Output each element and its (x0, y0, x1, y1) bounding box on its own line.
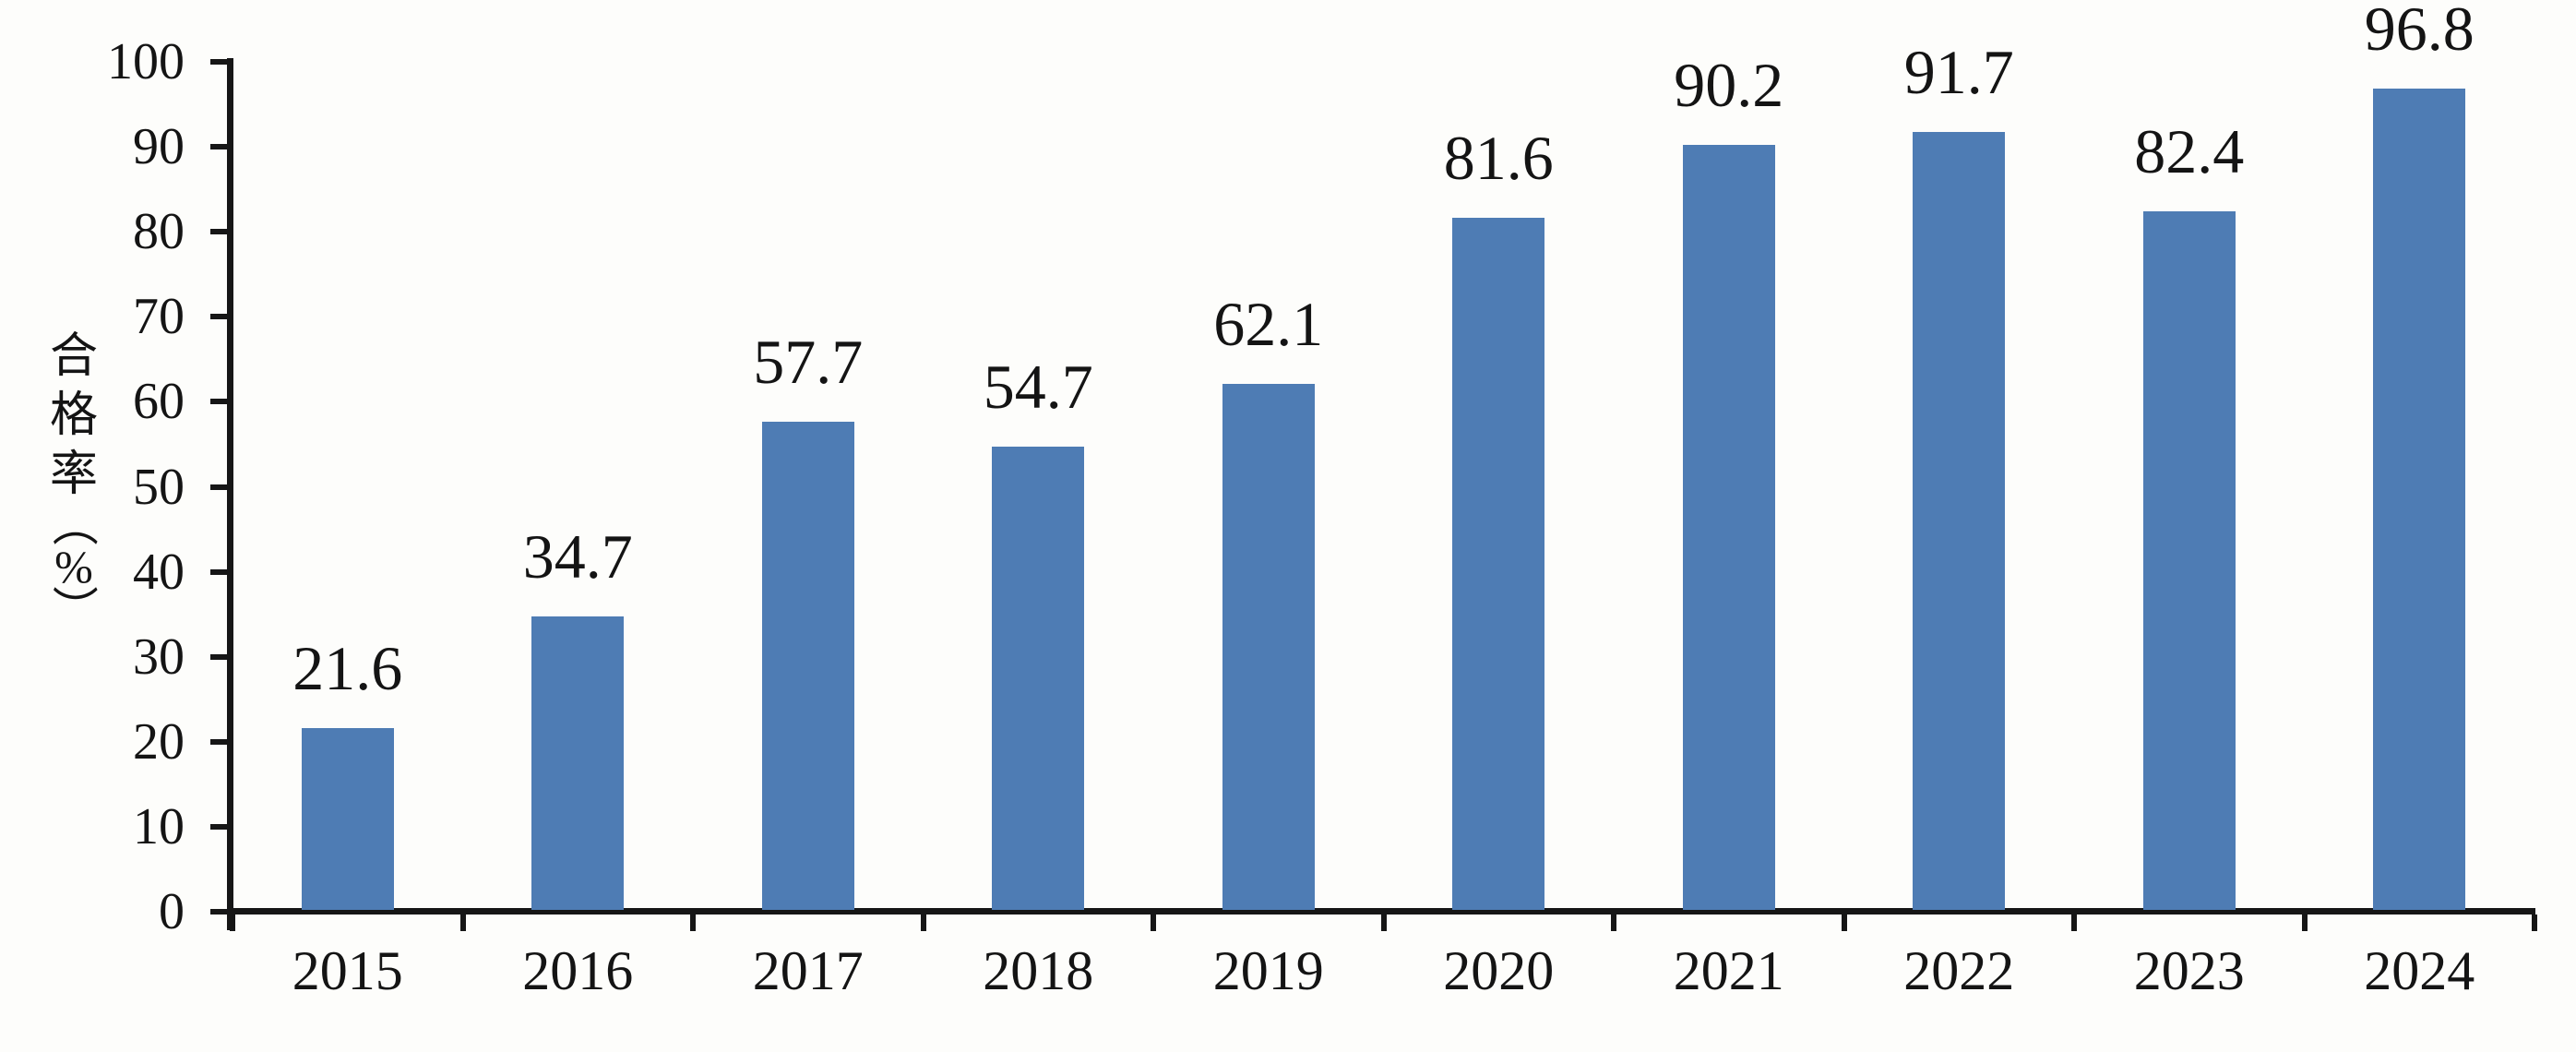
x-axis-tick (1611, 915, 1616, 931)
y-axis-tick (210, 653, 233, 660)
x-tick-label: 2017 (752, 940, 864, 1001)
bar-value-label: 82.4 (2134, 116, 2245, 187)
bar-value-label: 34.7 (522, 521, 633, 592)
y-axis-tick (210, 314, 233, 320)
x-tick-label: 2019 (1212, 940, 1324, 1001)
bar (531, 616, 625, 910)
x-axis-tick (2532, 915, 2537, 931)
y-tick-label: 100 (107, 33, 185, 90)
y-axis-tick (210, 568, 233, 575)
y-tick-label: 10 (133, 797, 185, 855)
y-axis-line (227, 58, 233, 930)
bar-value-label: 96.8 (2364, 0, 2475, 65)
x-axis-tick (230, 915, 235, 931)
x-axis-line (227, 908, 2535, 915)
bar (1682, 145, 1775, 910)
y-axis-tick (210, 399, 233, 405)
bar-value-label: 62.1 (1213, 289, 1324, 360)
y-axis-title-char: 合 (49, 330, 98, 383)
x-tick-label: 2023 (2133, 940, 2245, 1001)
x-tick-label: 2024 (2364, 940, 2475, 1001)
y-axis-tick (210, 229, 233, 235)
y-tick-label: 50 (133, 458, 185, 516)
y-tick-label: 0 (159, 883, 185, 940)
y-axis-title-char: % (54, 541, 93, 592)
y-axis-title-char: 格 (49, 389, 98, 442)
y-axis-tick (210, 909, 233, 915)
x-tick-label: 2022 (1903, 940, 2015, 1001)
y-tick-label: 80 (133, 203, 185, 261)
y-tick-label: 90 (133, 118, 185, 176)
bar (1913, 132, 2006, 910)
bar-value-label: 81.6 (1443, 123, 1554, 194)
bar (301, 728, 394, 910)
y-tick-label: 30 (133, 628, 185, 686)
x-tick-label: 2020 (1443, 940, 1555, 1001)
bar (992, 447, 1085, 910)
x-axis-tick (1841, 915, 1847, 931)
x-axis-tick (1151, 915, 1156, 931)
bar-value-label: 91.7 (1903, 37, 2014, 108)
bar (1452, 218, 1545, 910)
y-axis-tick (210, 738, 233, 745)
y-axis-tick (210, 823, 233, 830)
bar (1222, 384, 1315, 910)
bar (2142, 211, 2236, 910)
x-tick-label: 2015 (292, 940, 403, 1001)
x-axis-tick (1380, 915, 1387, 931)
bar-value-label: 90.2 (1674, 50, 1784, 121)
y-axis-tick (210, 59, 233, 65)
y-axis-title: 合格率（%） (44, 330, 103, 631)
y-tick-label: 60 (133, 373, 185, 431)
bar-value-label: 54.7 (983, 352, 1093, 423)
x-tick-label: 2021 (1673, 940, 1784, 1001)
x-axis-tick (2071, 915, 2077, 931)
y-tick-label: 20 (133, 712, 185, 771)
x-tick-label: 2018 (983, 940, 1094, 1001)
y-axis-tick (210, 144, 233, 150)
bar-value-label: 21.6 (292, 633, 403, 704)
x-axis-tick (2301, 915, 2308, 931)
y-tick-label: 40 (133, 543, 185, 601)
bar (2373, 89, 2466, 910)
x-axis-tick (920, 915, 926, 931)
bar-value-label: 57.7 (753, 326, 864, 397)
y-axis-tick (210, 484, 233, 490)
bar (761, 421, 854, 910)
y-axis-title-char: 率 (49, 448, 98, 501)
x-axis-tick (690, 915, 696, 931)
x-axis-tick (459, 915, 466, 931)
y-tick-label: 70 (133, 288, 185, 346)
x-tick-label: 2016 (522, 940, 634, 1001)
